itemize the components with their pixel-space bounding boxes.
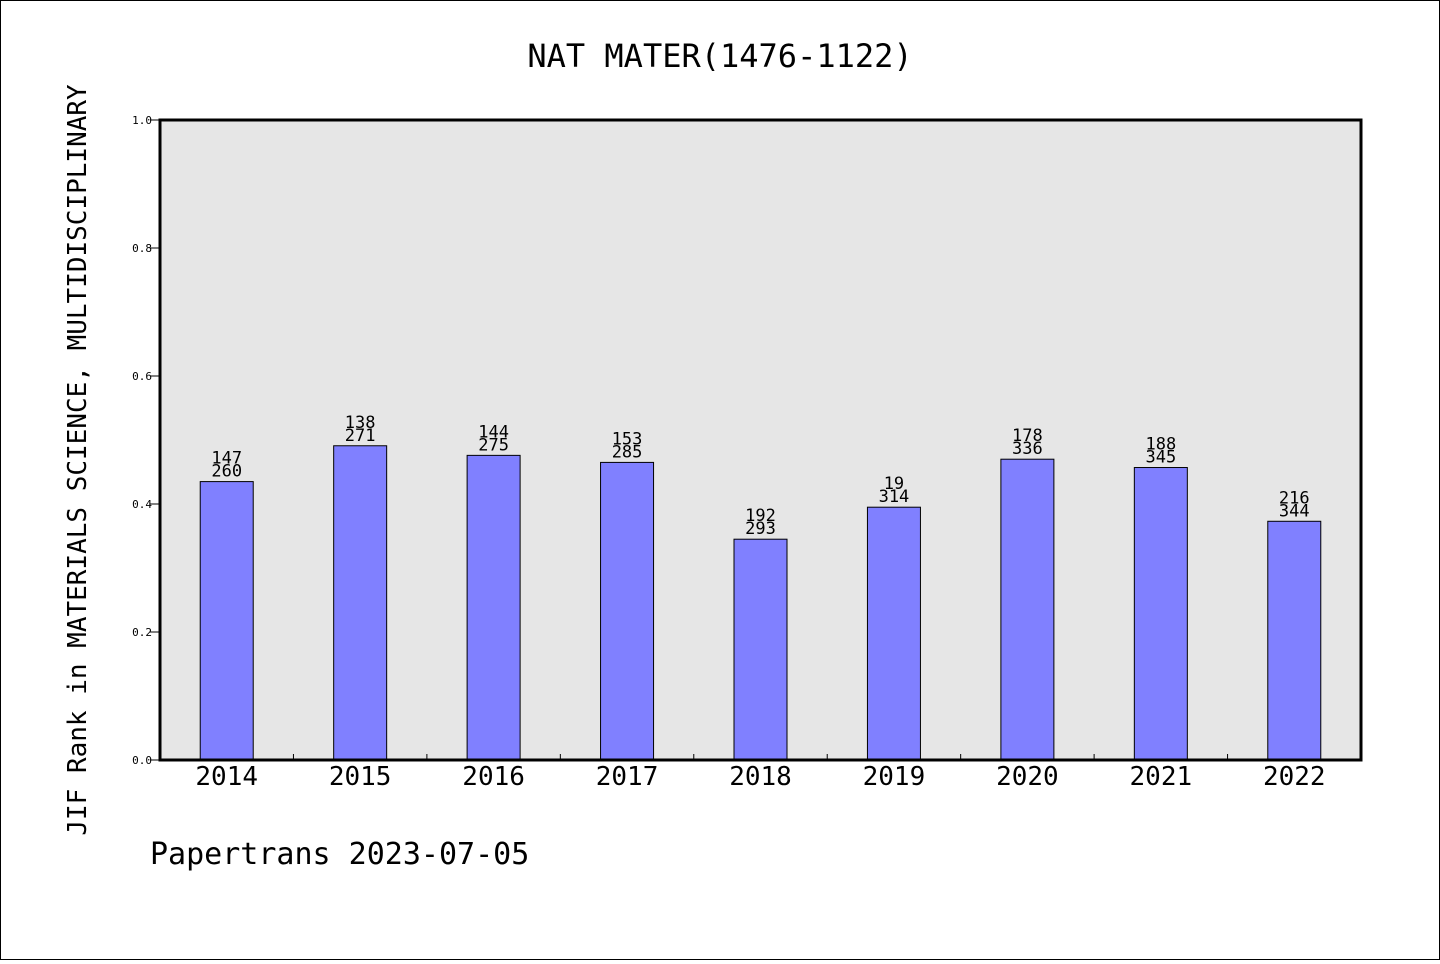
- x-tick-label: 2019: [863, 762, 926, 792]
- bar-label-bottom: 344: [1279, 501, 1310, 521]
- x-tick-label: 2020: [996, 762, 1059, 792]
- bar-label-bottom: 275: [478, 435, 509, 455]
- chart-title: NAT MATER(1476-1122): [527, 37, 912, 75]
- bar: [600, 461, 655, 761]
- bar: [866, 506, 921, 761]
- plot-border: [158, 118, 1363, 762]
- x-tick-label: 2018: [729, 762, 792, 792]
- bar-label-top: 188: [1145, 435, 1176, 455]
- bar-label-top: 144: [478, 422, 509, 442]
- y-axis-label: JIF Rank in MATERIALS SCIENCE, MULTIDISC…: [63, 84, 93, 836]
- bar-label-top: 147: [211, 449, 242, 469]
- y-tick-label: 0.6: [132, 370, 152, 383]
- bar-label-bottom: 271: [345, 426, 376, 446]
- bar-label-top: 178: [1012, 426, 1043, 446]
- bar-label-top: 192: [745, 506, 776, 526]
- x-tick-label: 2017: [596, 762, 659, 792]
- bar-label-top: 19: [884, 474, 904, 494]
- y-tick-label: 0.4: [132, 498, 152, 511]
- bar: [466, 454, 521, 761]
- y-tick-label: 0.8: [132, 242, 152, 255]
- bar: [733, 538, 788, 761]
- bar-label-bottom: 260: [211, 462, 242, 482]
- x-tick-label: 2016: [462, 762, 525, 792]
- bar-label-top: 138: [345, 413, 376, 433]
- x-tick-label: 2014: [195, 762, 258, 792]
- x-tick-label: 2015: [329, 762, 392, 792]
- y-tick-label: 1.0: [132, 114, 152, 127]
- bar: [333, 445, 388, 761]
- bar-label-top: 153: [612, 429, 643, 449]
- footer-text: Papertrans 2023-07-05: [150, 837, 529, 872]
- bar-label-bottom: 293: [745, 519, 776, 539]
- bar: [1000, 458, 1055, 761]
- x-axis-ticks: 2014 2015 2016 2017 2018 2019 2020 2021 2022: [195, 754, 1326, 792]
- bar-label-bottom: 314: [879, 487, 910, 507]
- y-axis-ticks: 0.0 0.2 0.4 0.6 0.8 1.0: [132, 114, 160, 767]
- bar-label-bottom: 336: [1012, 439, 1043, 459]
- x-tick-label: 2021: [1130, 762, 1193, 792]
- y-tick-label: 0.2: [132, 626, 152, 639]
- bar: [1267, 520, 1322, 761]
- bar-label-top: 216: [1279, 488, 1310, 508]
- bar-label-bottom: 285: [612, 442, 643, 462]
- x-tick-label: 2022: [1263, 762, 1326, 792]
- y-tick-label: 0.0: [132, 754, 152, 767]
- bar: [1133, 467, 1188, 761]
- bar: [199, 481, 254, 761]
- bar-label-bottom: 345: [1145, 448, 1176, 468]
